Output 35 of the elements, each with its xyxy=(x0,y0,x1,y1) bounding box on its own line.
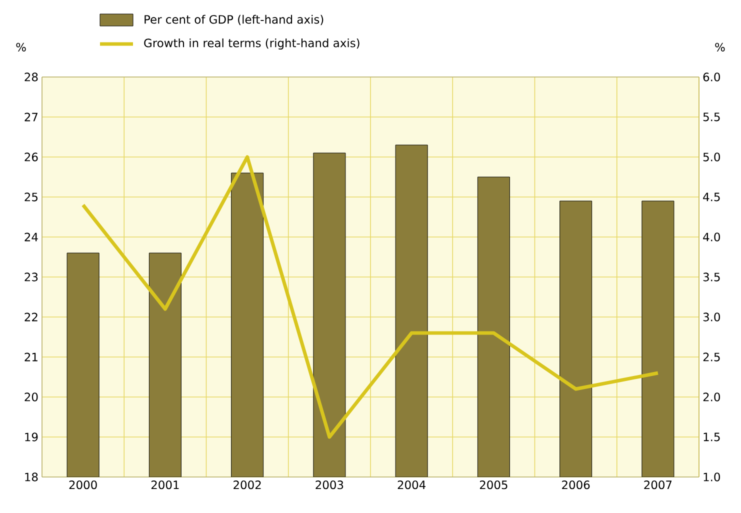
y-tick-label: 19 xyxy=(25,432,38,442)
line-series xyxy=(81,155,660,439)
y2-tick-label: 2.5 xyxy=(703,352,720,362)
y2-tick-label: 5.5 xyxy=(703,112,720,122)
x-tick-label: 2004 xyxy=(398,480,426,490)
x-tick-label: 2003 xyxy=(316,480,344,490)
y-tick-label: 23 xyxy=(24,272,38,282)
y-tick-label: 22 xyxy=(24,312,38,322)
y-tick-label: 27 xyxy=(24,112,38,122)
y2-tick-label: 4.5 xyxy=(703,192,720,202)
y-axis-title: % xyxy=(16,42,26,52)
y2-tick-label: 6.0 xyxy=(703,72,720,82)
y-tick-label: 20 xyxy=(24,392,38,402)
y-tick-label: 24 xyxy=(24,232,38,242)
x-tick-label: 2000 xyxy=(69,480,97,490)
x-tick-label: 2005 xyxy=(480,480,508,490)
x-tick-label: 2001 xyxy=(151,480,179,490)
y-tick-label: 28 xyxy=(24,72,38,82)
y2-tick-label: 1.5 xyxy=(704,432,720,442)
y2-axis-title: % xyxy=(715,42,725,52)
y-tick-label: 18 xyxy=(25,472,38,482)
y-tick-label: 21 xyxy=(24,352,38,362)
y-tick-label: 26 xyxy=(24,152,38,162)
y2-tick-label: 4.0 xyxy=(703,232,720,242)
x-tick-label: 2007 xyxy=(644,480,672,490)
x-tick-label: 2006 xyxy=(562,480,590,490)
y-tick-label: 25 xyxy=(24,192,38,202)
y2-tick-label: 5.0 xyxy=(703,152,720,162)
legend-label: Per cent of GDP (left-hand axis) xyxy=(144,14,324,26)
y2-tick-label: 3.5 xyxy=(703,272,720,282)
y2-tick-label: 3.0 xyxy=(703,312,720,322)
y2-tick-label: 1.0 xyxy=(704,472,720,482)
x-tick-label: 2002 xyxy=(234,480,261,490)
legend-label: Growth in real terms (right-hand axis) xyxy=(144,38,360,50)
y2-tick-label: 2.0 xyxy=(703,392,720,402)
